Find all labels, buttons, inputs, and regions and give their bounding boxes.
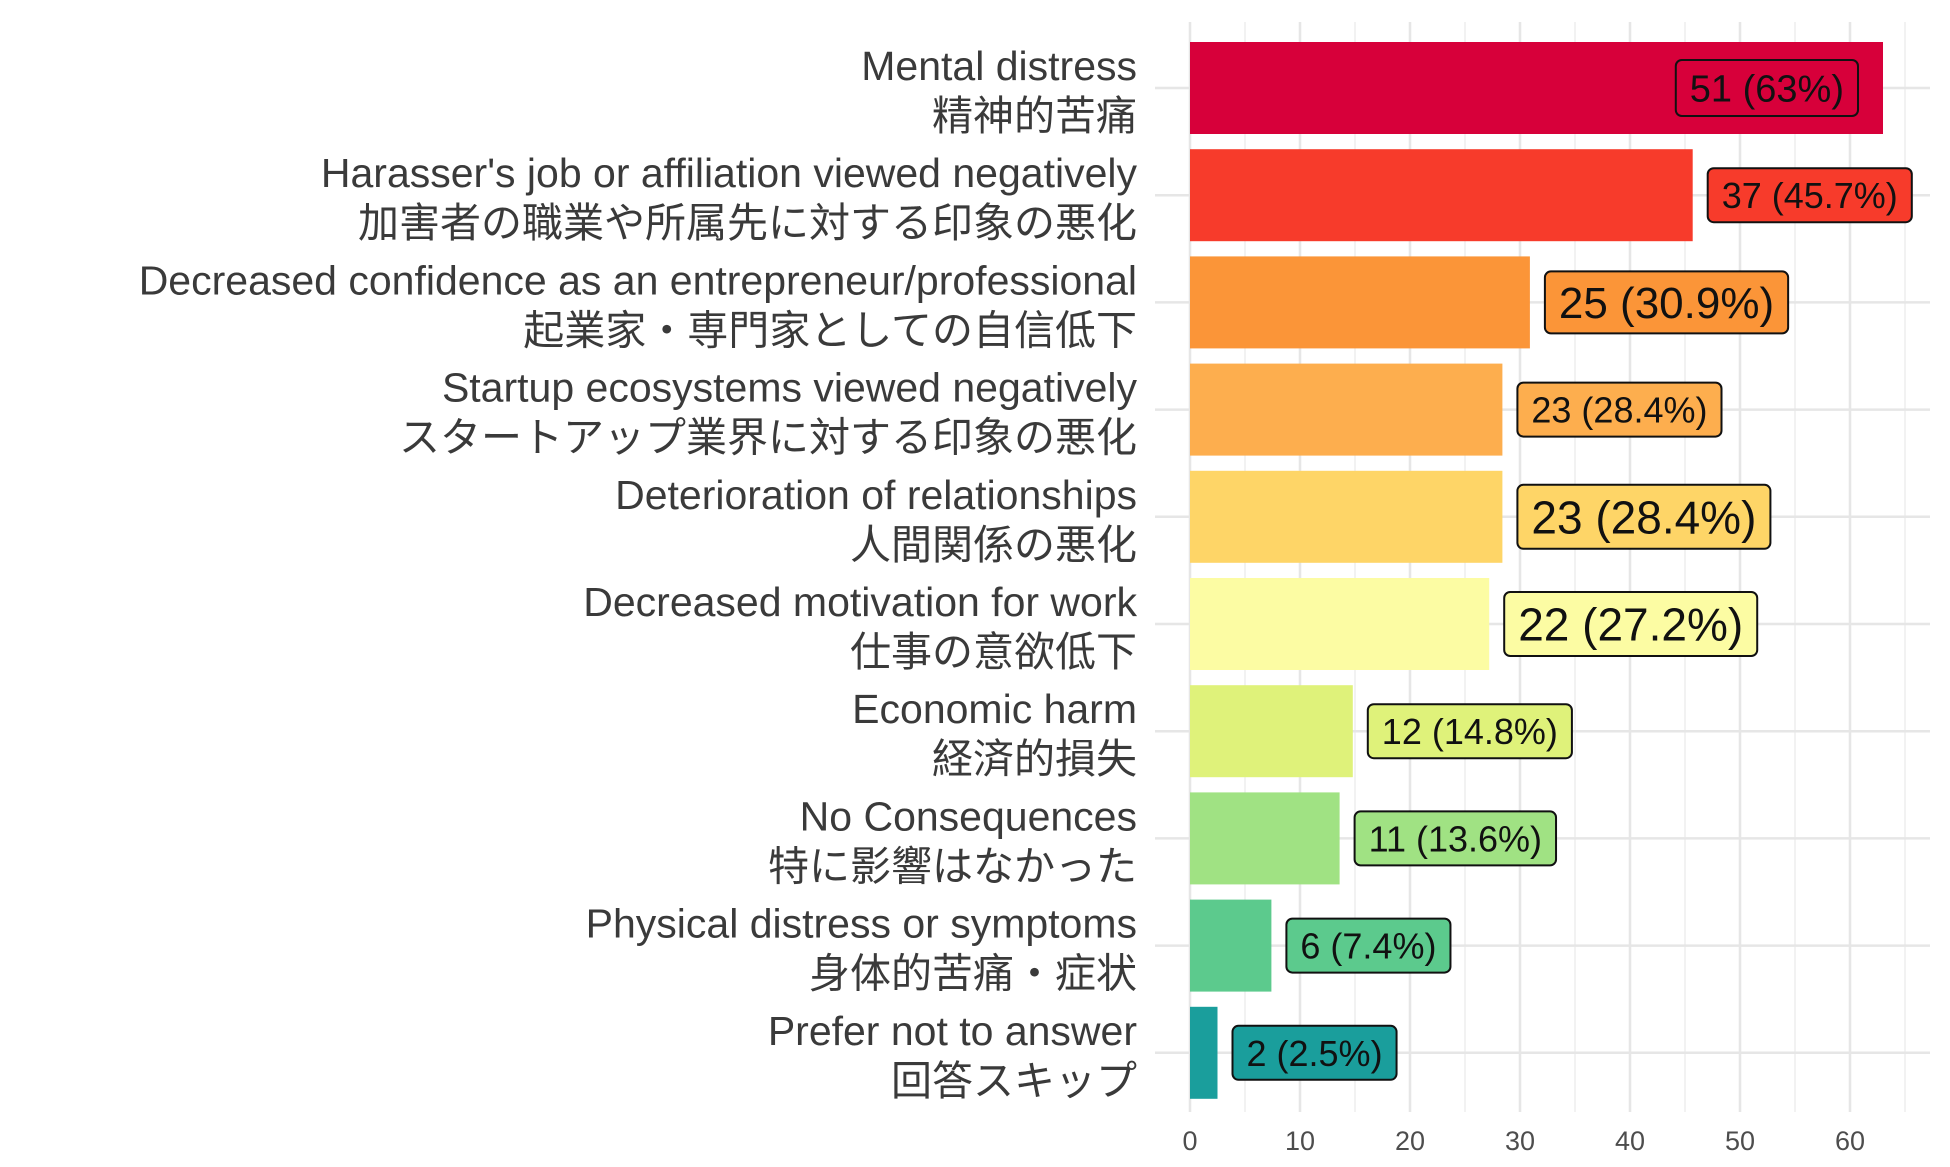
x-tick-label-40: 40 — [1615, 1126, 1645, 1156]
data-label-box-4 — [1516, 381, 1723, 438]
bars — [1190, 42, 1883, 1099]
x-tick-label-0: 0 — [1182, 1126, 1197, 1156]
bar-8 — [1190, 792, 1340, 885]
data-label-box-10 — [1231, 1024, 1398, 1081]
category-label-ja-2: 加害者の職業や所属先に対する印象の悪化 — [358, 200, 1137, 246]
category-label-en-1: Mental distress — [861, 43, 1137, 89]
category-label-ja-3: 起業家・専門家としての自信低下 — [523, 307, 1137, 353]
x-tick-label-20: 20 — [1395, 1126, 1425, 1156]
data-label-8: 11 (13.6%) — [1353, 810, 1558, 867]
data-label-box-6 — [1503, 591, 1759, 657]
bar-7 — [1190, 685, 1353, 778]
data-label-7: 12 (14.8%) — [1366, 703, 1573, 760]
category-label-en-9: Physical distress or symptoms — [586, 901, 1137, 947]
data-label-box-8 — [1353, 810, 1558, 867]
bar-9 — [1190, 899, 1272, 992]
data-label-1: 51 (63%) — [1674, 59, 1859, 117]
bar-4 — [1190, 363, 1503, 456]
category-label-ja-8: 特に影響はなかった — [768, 843, 1137, 889]
data-label-5: 23 (28.4%) — [1516, 483, 1772, 550]
category-label-en-8: No Consequences — [800, 793, 1137, 839]
data-label-text-10: 2 (2.5%) — [1247, 1033, 1383, 1074]
category-label-en-10: Prefer not to answer — [768, 1008, 1137, 1054]
category-label-en-4: Startup ecosystems viewed negatively — [442, 365, 1138, 411]
data-label-text-1: 51 (63%) — [1690, 69, 1844, 111]
x-tick-label-30: 30 — [1505, 1126, 1535, 1156]
category-label-ja-5: 人間関係の悪化 — [850, 522, 1137, 568]
data-label-10: 2 (2.5%) — [1231, 1024, 1398, 1081]
data-label-2: 37 (45.7%) — [1706, 167, 1913, 224]
data-label-box-1 — [1674, 59, 1859, 117]
data-label-3: 25 (30.9%) — [1543, 270, 1790, 335]
category-label-ja-4: スタートアップ業界に対する印象の悪化 — [399, 415, 1137, 461]
bar-6 — [1190, 578, 1490, 670]
bar-2 — [1190, 149, 1693, 242]
data-label-box-2 — [1706, 167, 1913, 224]
category-label-en-2: Harasser's job or affiliation viewed neg… — [321, 150, 1138, 196]
category-label-en-3: Decreased confidence as an entrepreneur/… — [139, 257, 1137, 303]
category-label-ja-6: 仕事の意欲低下 — [850, 629, 1137, 675]
data-label-6: 22 (27.2%) — [1503, 591, 1759, 657]
x-tick-label-60: 60 — [1835, 1126, 1865, 1156]
x-tick-label-50: 50 — [1725, 1126, 1755, 1156]
data-label-text-7: 12 (14.8%) — [1382, 711, 1558, 752]
data-label-4: 23 (28.4%) — [1516, 381, 1723, 438]
data-label-text-6: 22 (27.2%) — [1518, 599, 1743, 651]
bar-3 — [1190, 256, 1530, 349]
x-tick-label-10: 10 — [1285, 1126, 1315, 1156]
category-label-en-7: Economic harm — [852, 686, 1137, 732]
category-label-ja-7: 経済的損失 — [932, 736, 1137, 782]
bar-10 — [1190, 1006, 1218, 1099]
data-label-text-4: 23 (28.4%) — [1531, 390, 1707, 431]
category-label-ja-10: 回答スキップ — [891, 1058, 1137, 1104]
data-label-text-5: 23 (28.4%) — [1531, 491, 1756, 543]
data-label-9: 6 (7.4%) — [1285, 917, 1452, 974]
category-label-ja-1: 精神的苦痛 — [932, 93, 1137, 139]
category-label-en-6: Decreased motivation for work — [583, 579, 1137, 625]
data-label-text-9: 6 (7.4%) — [1300, 926, 1436, 967]
data-labels: 51 (63%) 37 (45.7%) 25 (30.9%) 23 (28.4%) 23… — [1231, 59, 1913, 1081]
category-label-ja-9: 身体的苦痛・症状 — [809, 951, 1137, 997]
category-label-en-5: Deterioration of relationships — [615, 472, 1137, 518]
data-label-text-8: 11 (13.6%) — [1369, 818, 1542, 859]
bar-5 — [1190, 470, 1503, 563]
data-label-box-9 — [1285, 917, 1452, 974]
x-axis-ticks: 0 10 20 30 40 50 60 — [1182, 1126, 1865, 1156]
data-label-text-3: 25 (30.9%) — [1559, 279, 1774, 328]
data-label-box-7 — [1366, 703, 1573, 760]
data-label-box-3 — [1543, 270, 1790, 335]
data-label-text-2: 37 (45.7%) — [1722, 175, 1898, 216]
data-label-box-5 — [1516, 483, 1772, 550]
